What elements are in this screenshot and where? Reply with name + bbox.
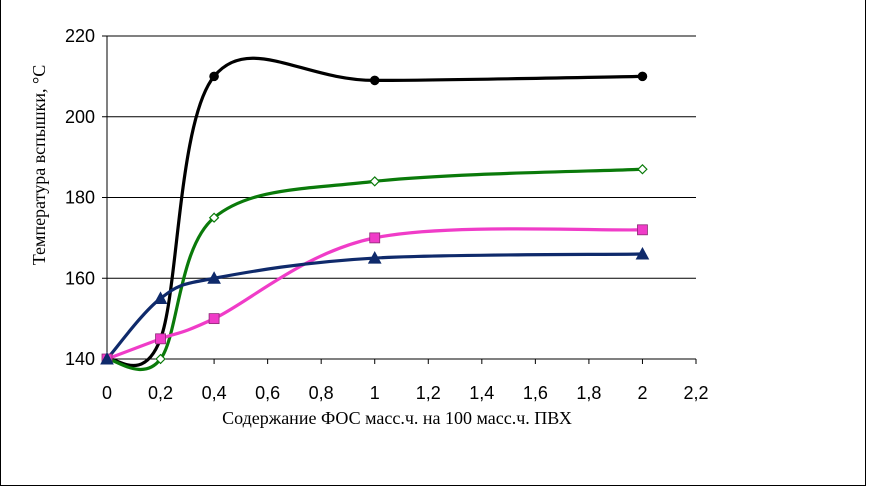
- square-marker: [155, 333, 166, 345]
- x-axis-title: Содержание ФОС масс.ч. на 100 масс.ч. ПВ…: [222, 408, 572, 428]
- diamond-open-marker: [155, 353, 166, 365]
- square-marker: [369, 232, 381, 244]
- triangle-marker: [635, 246, 650, 260]
- y-tick-label: 220: [65, 26, 95, 46]
- series-line-4: [105, 252, 645, 361]
- x-tick-label: 1,2: [416, 383, 441, 403]
- triangle-marker: [367, 251, 382, 264]
- x-tick-label: 1: [370, 383, 380, 403]
- y-axis-title: Температура вспышки, °С: [29, 65, 49, 266]
- y-tick-label: 200: [65, 107, 95, 127]
- diamond-open-marker: [369, 176, 380, 187]
- x-tick-label: 0,2: [148, 383, 173, 403]
- circle-marker: [209, 71, 219, 82]
- triangle-marker: [100, 351, 114, 365]
- markers: [100, 71, 650, 365]
- circle-marker: [369, 75, 380, 86]
- circle-marker: [637, 71, 648, 82]
- ticks: 140 160 180 200 220 0 0,2 0,4 0,6 0,8 1 1,2 1,4 1,6 1,…: [65, 26, 709, 403]
- triangle-marker: [207, 271, 221, 284]
- series-line-2: [105, 167, 645, 372]
- series-line-1: [105, 56, 645, 368]
- diamond-open-marker: [637, 163, 648, 175]
- series-line-3: [105, 227, 645, 361]
- diamond-open-marker: [208, 212, 220, 223]
- x-tick-label: 0,4: [202, 383, 227, 403]
- x-tick-label: 0,8: [309, 383, 334, 403]
- square-marker: [208, 313, 220, 325]
- x-tick-label: 1,8: [576, 383, 601, 403]
- gridlines: [107, 35, 696, 279]
- x-tick-label: 1,6: [523, 383, 548, 403]
- y-tick-label: 140: [65, 349, 95, 369]
- x-tick-label: 2,2: [683, 383, 708, 403]
- y-tick-label: 180: [65, 188, 95, 208]
- triangle-marker: [153, 291, 168, 304]
- y-tick-label: 160: [65, 268, 95, 288]
- x-tick-label: 0: [102, 383, 112, 403]
- x-tick-label: 0,6: [255, 383, 280, 403]
- x-tick-label: 1,4: [469, 383, 494, 403]
- series: [105, 56, 645, 372]
- x-tick-label: 2: [637, 383, 647, 403]
- square-marker: [637, 224, 648, 236]
